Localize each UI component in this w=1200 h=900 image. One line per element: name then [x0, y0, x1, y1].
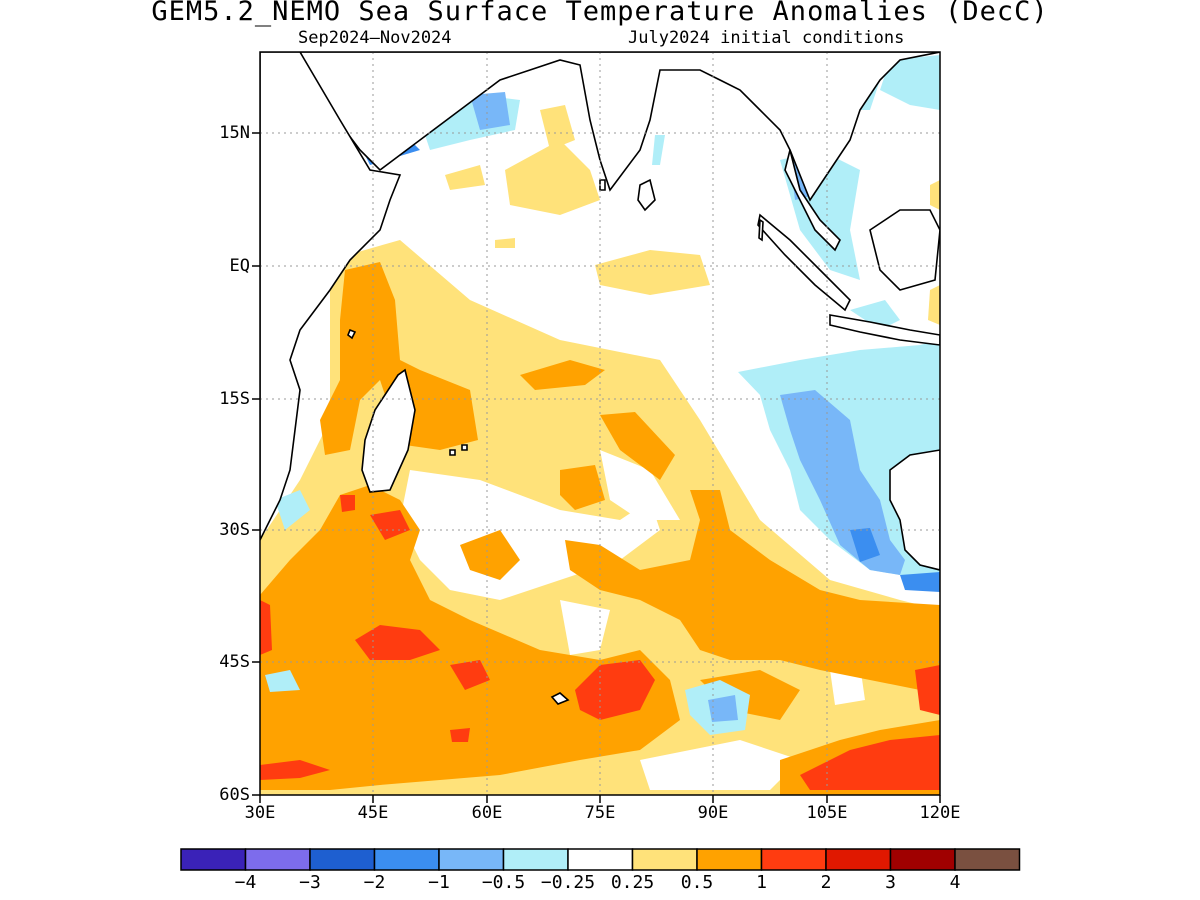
colorbar-swatch	[567, 848, 634, 871]
lat-tick-label: 15N	[219, 123, 250, 143]
lon-tick-label: 105E	[806, 803, 848, 823]
colorbar-label: 0.25	[610, 872, 655, 893]
lon-tick-label: 75E	[584, 803, 616, 823]
colorbar-label: −2	[363, 872, 386, 893]
anomaly-fields	[260, 52, 940, 795]
colorbar-label: 1	[756, 872, 767, 893]
kerguelen-island	[550, 692, 570, 705]
lat-tick-label: 30S	[219, 520, 250, 540]
anomaly-1-2	[260, 495, 940, 790]
colorbar-swatch	[631, 848, 698, 871]
madagascar	[361, 368, 416, 493]
lon-tick-label: 60E	[471, 803, 503, 823]
axis-ticks	[252, 132, 941, 803]
lon-tick-label: 90E	[697, 803, 729, 823]
mauritius	[461, 444, 468, 451]
colorbar-label: 3	[885, 872, 896, 893]
colorbar-label: −1	[428, 872, 450, 893]
colorbar-label: 2	[820, 872, 832, 893]
chart-title: GEM5.2_NEMO Sea Surface Temperature Anom…	[151, 0, 1049, 27]
season-subtitle: Sep2024–Nov2024	[298, 28, 452, 48]
horn-of-africa	[260, 52, 402, 541]
colorbar-swatch	[438, 848, 505, 871]
java	[829, 314, 940, 346]
sri-lanka	[637, 178, 656, 212]
colorbar-swatch	[954, 848, 1021, 871]
australia	[889, 449, 940, 571]
colorbar	[180, 848, 1021, 871]
colorbar-swatch	[244, 848, 311, 871]
colorbar-swatch	[825, 848, 892, 871]
gridlines	[260, 52, 940, 795]
lat-tick-label: 15S	[219, 389, 250, 409]
colorbar-label: −4	[234, 872, 257, 893]
colorbar-label: −3	[299, 872, 321, 893]
laccadive	[599, 179, 606, 191]
malay-peninsula	[784, 149, 841, 252]
colorbar-swatch	[502, 848, 569, 871]
colorbar-label: 4	[949, 872, 961, 893]
andaman-islands	[758, 218, 764, 242]
colorbar-swatch	[373, 848, 440, 871]
colorbar-swatch	[760, 848, 827, 871]
lon-tick-label: 30E	[244, 803, 276, 823]
colorbar-label: −0.5	[481, 872, 526, 893]
borneo	[869, 209, 940, 291]
colorbar-swatch	[889, 848, 956, 871]
lat-tick-label: EQ	[229, 256, 250, 276]
reunion	[449, 449, 456, 456]
comoros	[347, 328, 357, 340]
lat-tick-label: 60S	[219, 785, 250, 805]
lon-tick-label: 45E	[357, 803, 389, 823]
colorbar-swatch	[309, 848, 376, 871]
lon-tick-label: 120E	[919, 803, 961, 823]
colorbar-label: 0.5	[680, 872, 714, 893]
colorbar-swatch	[696, 848, 763, 871]
colorbar-label: −0.25	[540, 872, 596, 893]
init-conditions-subtitle: July2024 initial conditions	[628, 28, 905, 48]
colorbar-swatch	[180, 848, 247, 871]
lat-tick-label: 45S	[219, 652, 250, 672]
